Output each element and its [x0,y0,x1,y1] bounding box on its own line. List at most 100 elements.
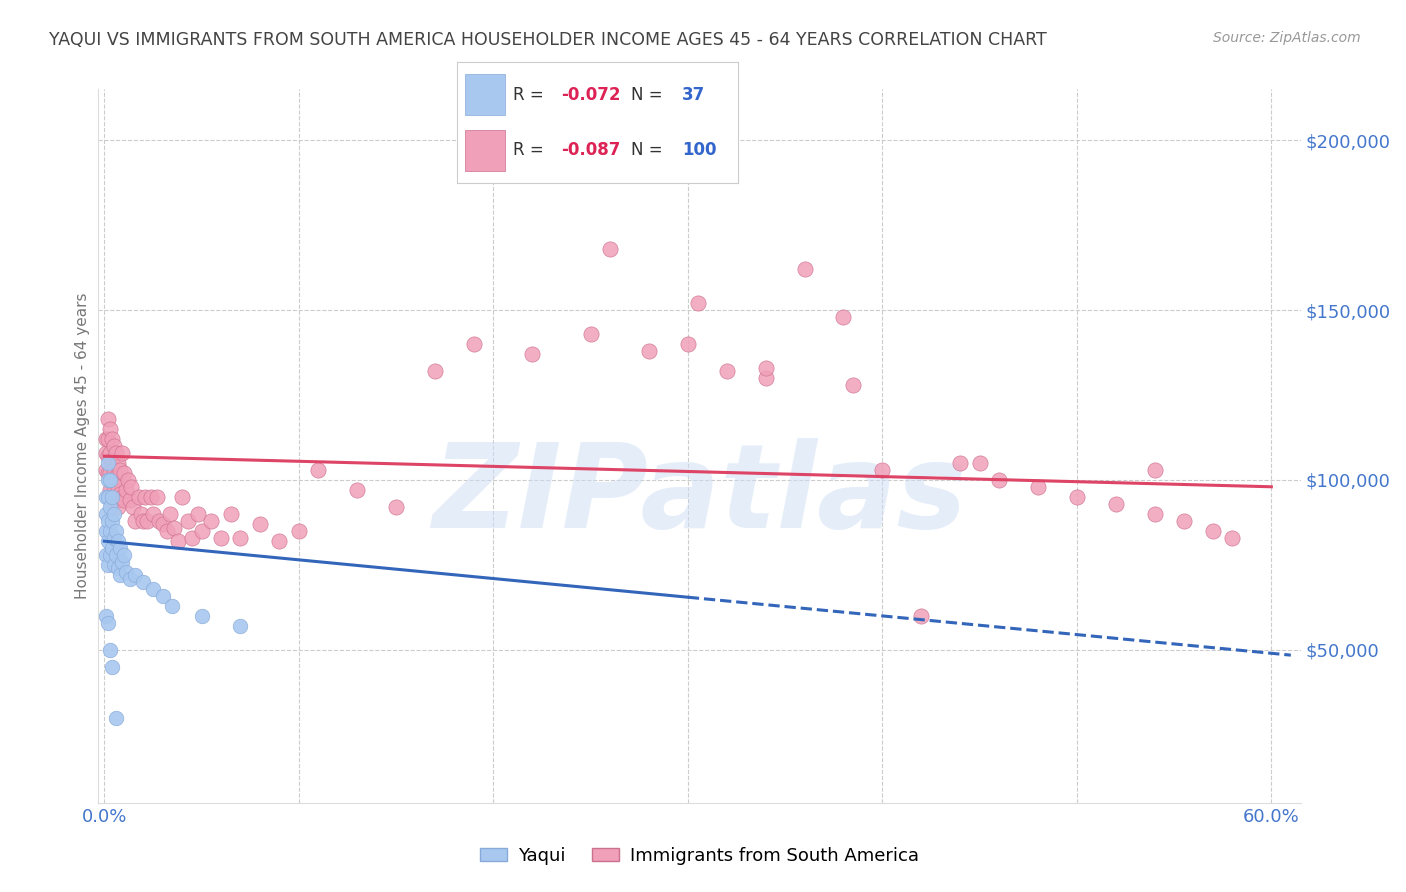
Point [162,599,184,613]
Point [134,490,156,504]
Point [121,480,143,494]
Point [104,548,127,562]
Point [98,548,121,562]
Point [101,432,124,446]
Point [159,507,181,521]
Point [107,534,129,549]
Point [1222,531,1244,545]
Point [579,326,602,341]
Point [114,483,136,498]
Point [638,343,661,358]
Point [124,568,146,582]
Point [599,242,621,256]
Point [385,500,408,515]
Point [104,469,127,483]
Point [152,589,174,603]
Point [97,615,120,630]
Point [97,466,120,480]
Point [832,310,855,324]
Point [108,541,131,555]
Point [146,490,169,504]
Point [98,473,121,487]
Point [97,473,120,487]
Point [148,514,170,528]
Point [122,500,145,515]
Point [108,568,131,582]
Point [98,446,121,460]
Point [97,456,120,470]
Point [97,490,120,504]
Point [1066,490,1088,504]
Point [1105,497,1128,511]
Point [346,483,368,498]
Point [132,574,155,589]
Point [129,507,152,521]
Point [103,558,125,572]
Point [108,486,131,500]
Point [98,422,121,436]
Point [307,463,329,477]
Point [124,514,146,528]
Point [111,555,134,569]
Point [98,466,121,480]
Point [107,561,129,575]
Point [103,483,125,498]
Point [1026,480,1049,494]
Point [97,534,120,549]
Text: ZIPatlas: ZIPatlas [432,439,967,553]
Point [910,608,932,623]
Point [98,483,121,498]
Point [101,452,124,467]
Point [104,711,127,725]
Point [219,507,242,521]
Point [128,490,150,504]
Text: N =: N = [631,141,662,160]
Point [170,490,193,504]
Point [229,619,252,633]
Point [117,473,139,487]
Point [152,517,174,532]
Point [112,548,135,562]
Point [107,480,129,494]
Point [96,463,118,477]
Point [190,524,212,538]
Point [155,524,177,538]
Point [522,347,544,361]
Point [142,582,165,596]
Point [180,531,202,545]
Point [463,337,485,351]
Point [103,439,125,453]
Point [177,514,200,528]
Point [96,507,118,521]
Bar [465,130,505,171]
Point [112,493,135,508]
Point [209,531,232,545]
Point [97,514,120,528]
Point [139,490,162,504]
Point [200,514,222,528]
Text: -0.072: -0.072 [561,86,620,104]
Point [187,507,209,521]
Text: R =: R = [513,86,550,104]
Point [101,541,124,555]
Point [101,473,124,487]
Point [111,490,134,504]
Point [101,514,124,528]
Point [163,520,186,534]
Point [969,456,991,470]
Point [108,463,131,477]
Point [132,514,155,528]
Point [716,364,738,378]
Point [101,493,124,508]
Text: N =: N = [631,86,662,104]
Text: YAQUI VS IMMIGRANTS FROM SOUTH AMERICA HOUSEHOLDER INCOME AGES 45 - 64 YEARS COR: YAQUI VS IMMIGRANTS FROM SOUTH AMERICA H… [49,31,1047,49]
Point [1143,463,1166,477]
Text: 37: 37 [682,86,706,104]
Legend: Yaqui, Immigrants from South America: Yaqui, Immigrants from South America [472,840,927,872]
Text: -0.087: -0.087 [561,141,620,160]
Point [136,514,159,528]
Point [107,456,129,470]
Point [112,466,135,480]
Point [755,360,778,375]
Point [793,262,815,277]
